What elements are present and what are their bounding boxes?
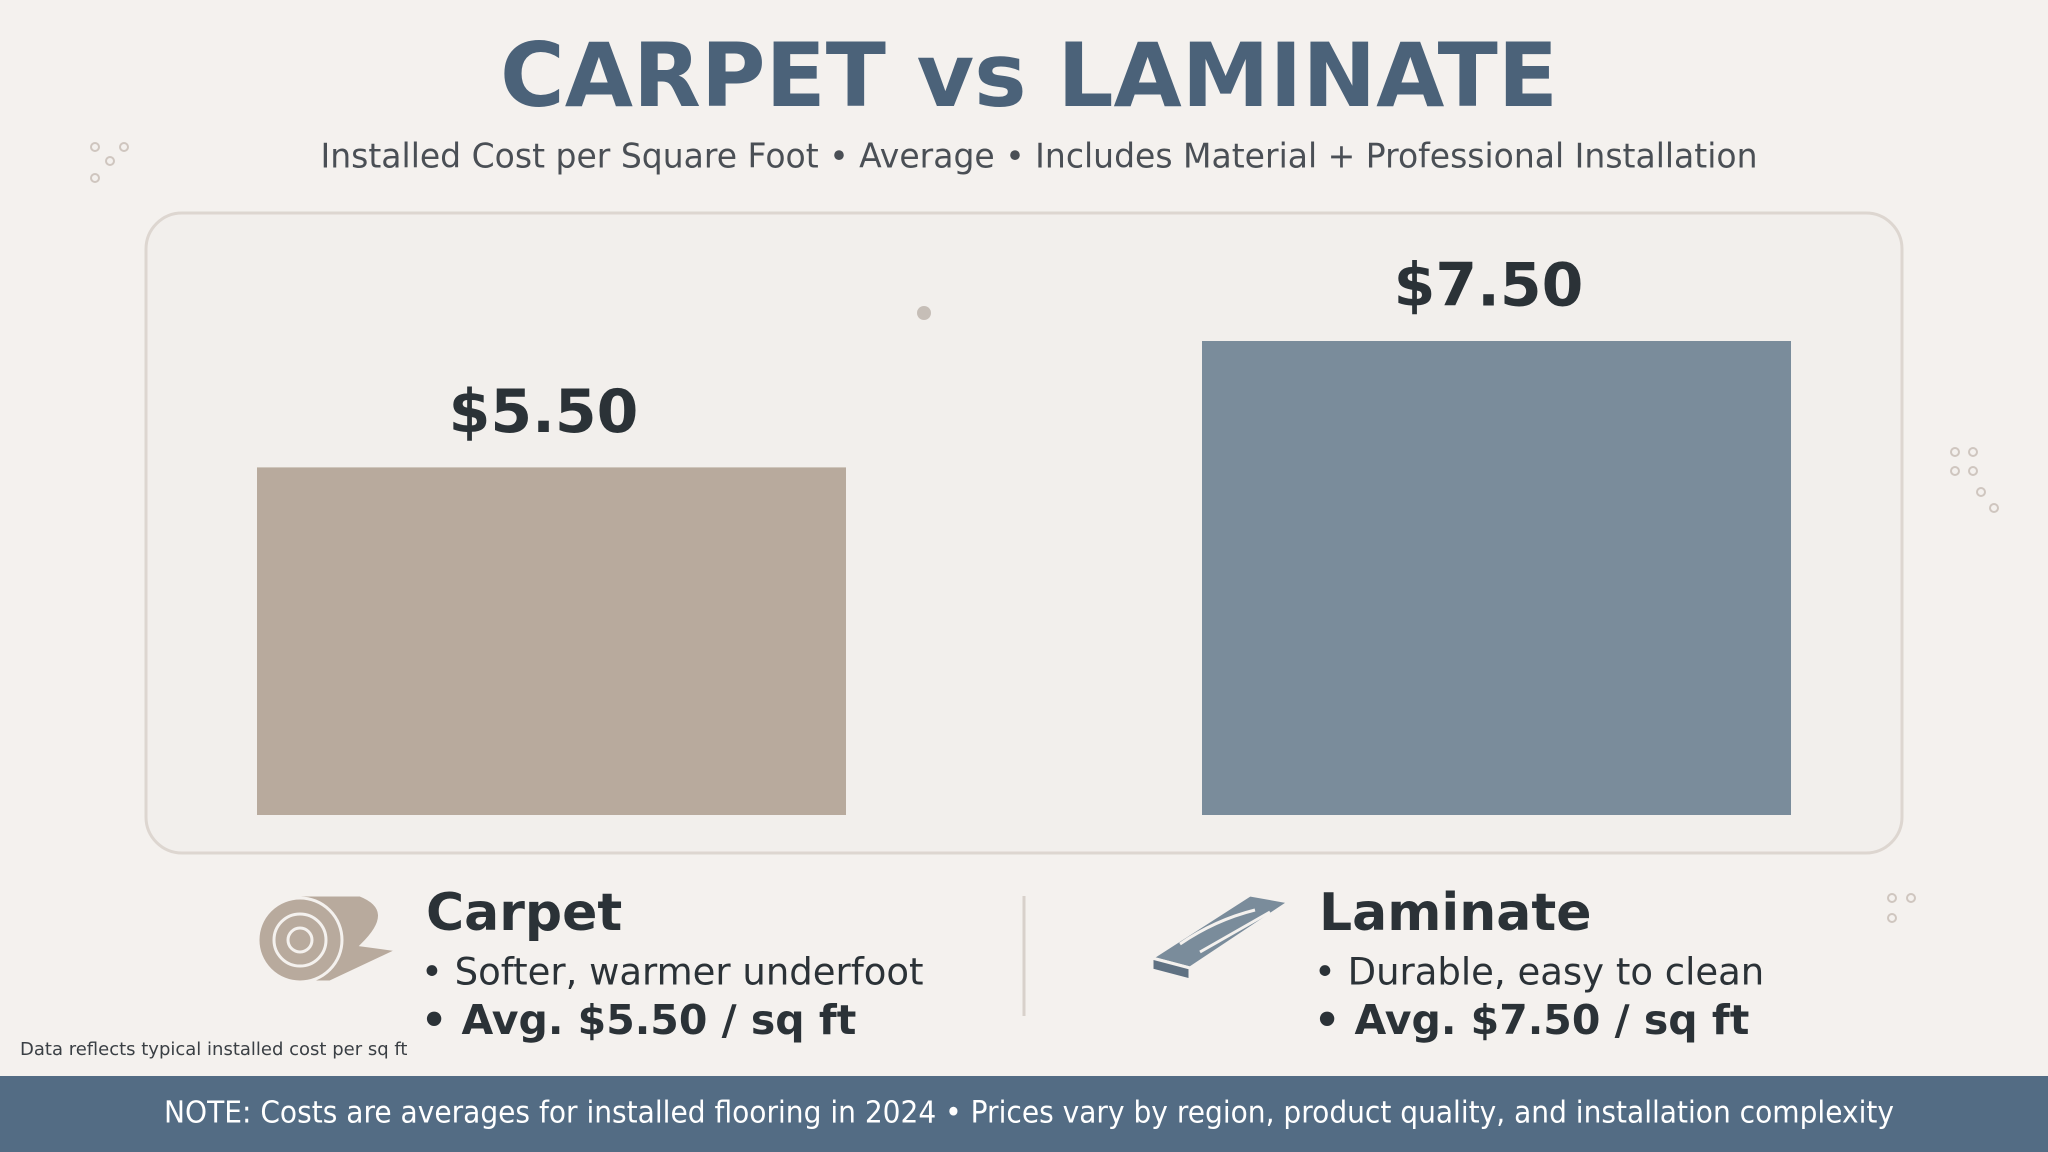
category-label: Carpet <box>426 883 622 943</box>
value-label: $5.50 <box>449 377 639 447</box>
chart-title: CARPET vs LAMINATE <box>500 24 1558 127</box>
value-label: $7.50 <box>1394 251 1584 321</box>
note: NOTE: Costs are averages for installed f… <box>164 1096 1894 1131</box>
bar <box>257 467 846 815</box>
detail: • Avg. $5.50 / sq ft <box>421 996 856 1044</box>
detail: • Avg. $7.50 / sq ft <box>1314 996 1749 1044</box>
carpet-icon <box>256 893 404 984</box>
detail: • Durable, easy to clean <box>1314 951 1764 994</box>
laminate-icon <box>1148 893 1293 982</box>
decoration <box>917 306 931 320</box>
detail: • Softer, warmer underfoot <box>421 951 924 994</box>
footnote: Data reflects typical installed cost per… <box>20 1039 407 1060</box>
decoration <box>90 142 1999 923</box>
bar <box>1202 341 1791 815</box>
category-label: Laminate <box>1319 883 1591 943</box>
chart-subtitle: Installed Cost per Square Foot • Average… <box>321 137 1758 177</box>
note-banner <box>0 1076 2048 1152</box>
